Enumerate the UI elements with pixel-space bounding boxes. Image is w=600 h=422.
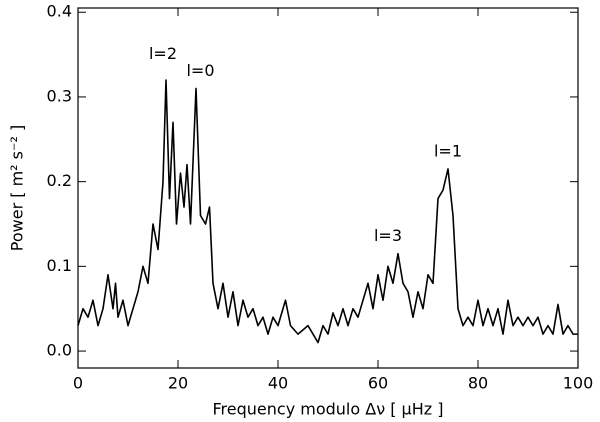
x-axis-label: Frequency modulo Δν [ μHz ] [213,400,444,419]
plot-frame [77,7,579,369]
annotation: l=1 [434,142,462,161]
annotation: l=2 [149,44,177,63]
x-tick-label: 60 [368,374,388,393]
x-tick-label: 40 [268,374,288,393]
y-tick-label: 0.2 [47,171,72,190]
x-tick-label: 0 [73,374,83,393]
annotation: l=3 [374,226,402,245]
y-axis-label: Power [ m² s⁻² ] [8,125,27,251]
y-tick-label: 0.0 [47,341,72,360]
y-tick-label: 0.1 [47,256,72,275]
y-tick-label: 0.3 [47,86,72,105]
x-tick-label: 100 [563,374,594,393]
x-tick-label: 80 [468,374,488,393]
y-tick-label: 0.4 [47,2,72,21]
x-tick-label: 20 [168,374,188,393]
power-line [77,79,578,344]
annotation: l=0 [186,61,214,80]
